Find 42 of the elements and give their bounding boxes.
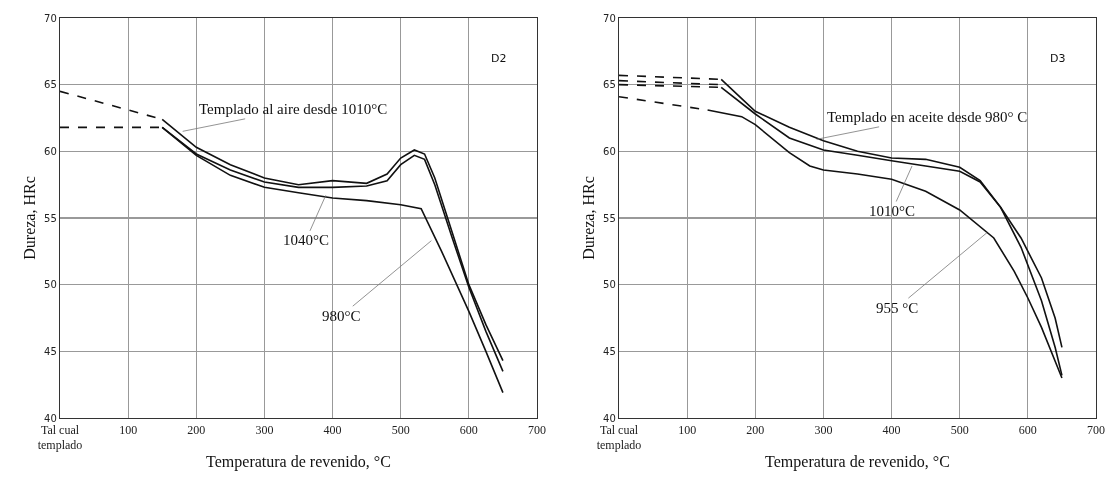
y-tick-label: 65	[44, 79, 57, 91]
x-tick-label: 100	[119, 422, 138, 437]
x-tick-label: 500	[391, 422, 410, 437]
x-tick-label: Tal cual templado	[596, 422, 642, 453]
y-tick-label: 40	[44, 412, 57, 424]
annotation: Templado al aire desde 1010°C	[199, 101, 388, 117]
y-tick-label: 60	[603, 145, 616, 157]
y-tick-label: 55	[44, 212, 57, 224]
y-axis-title: Dureza, HRc	[580, 176, 598, 260]
annotation: 1040°C	[283, 232, 330, 248]
x-tick-label: 400	[882, 422, 901, 437]
annotation: D3	[1050, 52, 1066, 65]
x-tick-label: 700	[528, 422, 546, 437]
x-tick-label: 300	[255, 422, 274, 437]
y-tick-label: 60	[44, 145, 57, 157]
y-axis-title: Dureza, HRc	[21, 176, 39, 260]
x-axis-title: Temperatura de revenido, °C	[206, 452, 391, 471]
x-tick-label: 100	[678, 422, 697, 437]
x-tick-label: 600	[459, 422, 478, 437]
y-tick-label: 55	[603, 212, 616, 224]
x-tick-label: 200	[746, 422, 765, 437]
y-tick-label: 45	[44, 345, 57, 357]
x-tick-label: 700	[1087, 422, 1105, 437]
annotation: 955 °C	[876, 300, 919, 316]
annotation: D2	[491, 52, 507, 65]
y-tick-label: 65	[603, 79, 616, 91]
annotation: 980°C	[322, 308, 361, 324]
annotation: 1010°C	[869, 203, 916, 219]
x-tick-label: 500	[950, 422, 969, 437]
y-tick-label: 45	[603, 345, 616, 357]
x-tick-label: 200	[187, 422, 206, 437]
y-tick-label: 40	[603, 412, 616, 424]
x-axis-title: Temperatura de revenido, °C	[765, 452, 950, 471]
y-tick-label: 50	[44, 279, 57, 291]
x-tick-label: Tal cual templado	[37, 422, 83, 453]
y-tick-label: 50	[603, 279, 616, 291]
y-tick-label: 70	[44, 12, 57, 24]
x-tick-label: 300	[814, 422, 833, 437]
x-tick-label: 400	[323, 422, 342, 437]
annotation: Templado en aceite desde 980° C	[827, 109, 1028, 125]
y-tick-label: 70	[603, 12, 616, 24]
x-tick-label: 600	[1018, 422, 1037, 437]
